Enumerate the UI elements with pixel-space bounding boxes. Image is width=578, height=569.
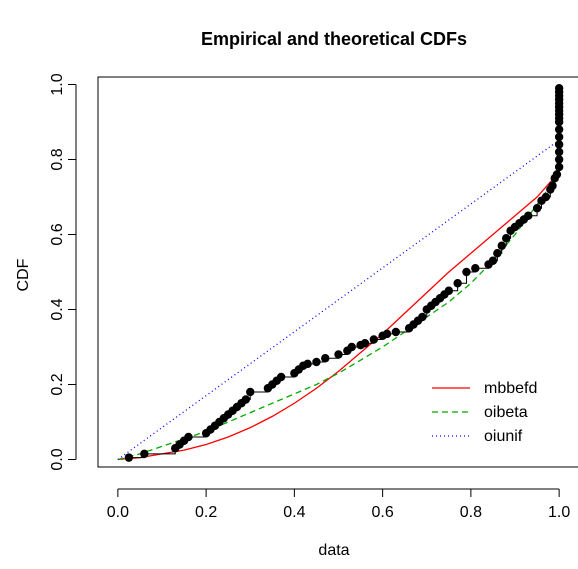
empirical-point: [541, 192, 551, 202]
x-tick-label: 1.0: [548, 504, 570, 521]
empirical-point: [524, 211, 533, 220]
empirical-point: [124, 453, 134, 462]
empirical-point: [369, 335, 378, 344]
legend: mbbefd oibeta oiunif: [432, 380, 537, 445]
empirical-point: [554, 162, 564, 172]
empirical-point: [554, 155, 564, 164]
x-tick-label: 0.0: [107, 504, 129, 521]
y-axis: 0.0 0.2 0.4 0.6 0.8 1.0: [49, 73, 77, 471]
empirical-point: [493, 249, 502, 258]
series-line-mbbefd: [117, 84, 560, 461]
empirical-point: [554, 132, 564, 142]
y-tick-label: 1.0: [49, 73, 66, 95]
empirical-point: [418, 312, 427, 322]
x-tick-label: 0.6: [372, 504, 394, 521]
legend-label-mbbefd: mbbefd: [484, 380, 537, 397]
empirical-point: [246, 387, 255, 397]
empirical-point: [552, 170, 562, 179]
empirical-point: [360, 339, 370, 348]
empirical-point: [184, 432, 193, 442]
empirical-point: [276, 372, 286, 382]
empirical-point: [453, 279, 462, 288]
empirical-point: [554, 125, 564, 134]
empirical-points: [124, 84, 564, 462]
empirical-point: [554, 147, 564, 157]
y-tick-label: 0.6: [49, 223, 66, 245]
empirical-point: [312, 357, 321, 367]
empirical-point: [382, 329, 392, 339]
empirical-point: [488, 256, 498, 265]
empirical-point: [241, 395, 251, 404]
empirical-point: [334, 350, 343, 359]
empirical-point: [471, 264, 480, 273]
legend-label-oiunif: oiunif: [484, 428, 523, 445]
x-tick-label: 0.8: [460, 504, 482, 521]
empirical-step-line: [128, 88, 560, 459]
y-tick-label: 0.0: [49, 448, 66, 470]
empirical-point: [391, 327, 401, 337]
empirical-point: [532, 204, 542, 213]
y-axis-label: CDF: [15, 258, 32, 291]
empirical-point: [462, 267, 471, 277]
plot-area-frame: [97, 76, 578, 468]
empirical-point: [444, 286, 454, 295]
empirical-point: [497, 241, 506, 250]
empirical-point: [554, 140, 564, 149]
empirical-point: [548, 181, 557, 190]
empirical-point: [347, 342, 356, 352]
legend-label-oibeta: oibeta: [484, 404, 528, 421]
empirical-point: [554, 84, 564, 93]
x-axis: 0.0 0.2 0.4 0.6 0.8 1.0: [107, 488, 570, 521]
x-tick-label: 0.2: [195, 504, 217, 521]
empirical-point: [501, 234, 511, 243]
y-tick-label: 0.8: [49, 148, 66, 170]
y-tick-label: 0.2: [49, 373, 66, 395]
empirical-point: [303, 359, 312, 369]
x-tick-label: 0.4: [283, 504, 305, 521]
y-tick-label: 0.4: [49, 298, 66, 320]
empirical-point: [321, 354, 330, 363]
empirical-point: [140, 449, 149, 459]
chart-title: Empirical and theoretical CDFs: [201, 29, 467, 49]
x-axis-label: data: [318, 542, 349, 559]
